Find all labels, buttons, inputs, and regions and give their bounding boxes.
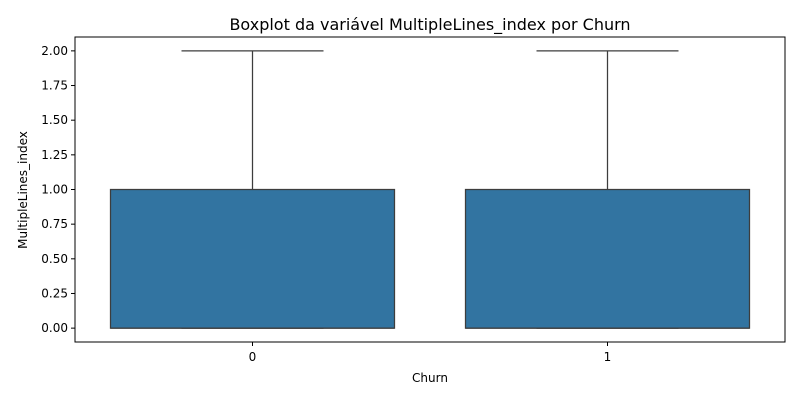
x-axis-label: Churn xyxy=(412,371,448,385)
y-tick-label: 1.00 xyxy=(41,183,68,197)
y-tick-label: 2.00 xyxy=(41,44,68,58)
y-tick-label: 1.25 xyxy=(41,148,68,162)
axes: 0.00 0.25 0.50 0.75 1.00 1.25 1.50 1.75 2.00 0 1 xyxy=(41,36,786,364)
iqr-box xyxy=(109,188,396,329)
y-tick-label: 1.75 xyxy=(41,79,68,93)
y-tick-label: 0.50 xyxy=(41,252,68,266)
plot-area xyxy=(109,50,751,329)
y-tick-label: 0.25 xyxy=(41,286,68,300)
x-tick-label: 0 xyxy=(249,350,257,364)
box-group-0 xyxy=(109,50,396,329)
chart-title: Boxplot da variável MultipleLines_index … xyxy=(229,15,630,35)
iqr-box xyxy=(464,188,751,329)
x-tick-label: 1 xyxy=(604,350,612,364)
box-group-1 xyxy=(464,50,751,329)
y-axis-label: MultipleLines_index xyxy=(16,131,30,249)
y-tick-label: 0.00 xyxy=(41,321,68,335)
y-tick-label: 1.50 xyxy=(41,113,68,127)
y-tick-label: 0.75 xyxy=(41,217,68,231)
